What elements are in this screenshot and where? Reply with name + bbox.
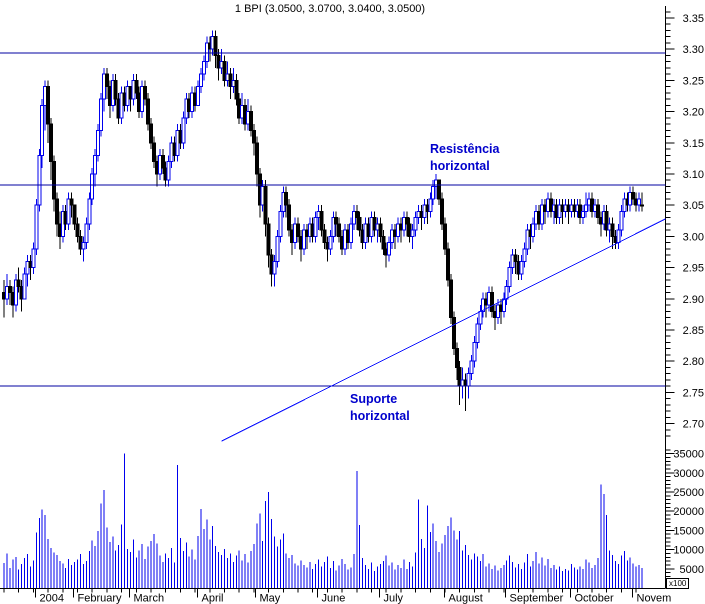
price-tick-label: 3.10 — [683, 169, 704, 181]
price-tick-label: 3.05 — [683, 200, 704, 212]
volume-tick-label: 10000 — [673, 545, 704, 557]
month-label: February — [78, 593, 123, 604]
axes: 3.35 3.30 3.25 3.20 3.15 3.10 3.05 3.00 2.95 2.90… — [0, 6, 704, 604]
price-tick-label: 3.00 — [683, 231, 704, 243]
month-label: May — [260, 593, 281, 604]
price-tick-label: 2.75 — [683, 387, 704, 399]
volume-tick-label: 25000 — [673, 487, 704, 499]
month-label: September — [510, 593, 564, 604]
month-label: October — [575, 593, 614, 604]
support-annotation: Suporte horizontal — [350, 391, 410, 425]
month-label: March — [134, 593, 165, 604]
price-tick-label: 3.30 — [683, 44, 704, 56]
price-tick-label: 3.35 — [683, 13, 704, 25]
trend-and-sr-lines — [0, 52, 666, 442]
price-tick-label: 3.25 — [683, 75, 704, 87]
volume-tick-label: 35000 — [673, 449, 704, 461]
resistance-annotation: Resistência horizontal — [430, 141, 499, 175]
price-tick-label: 3.15 — [683, 138, 704, 150]
price-tick-label: 3.20 — [683, 107, 704, 119]
price-tick-label: 2.70 — [683, 419, 704, 431]
resistance-annotation-line2: horizontal — [430, 159, 490, 173]
price-tick-label: 2.95 — [683, 263, 704, 275]
volume-bars — [3, 453, 643, 588]
month-label: June — [322, 593, 346, 604]
month-label: Novem — [637, 593, 672, 604]
month-label: 2004 — [40, 593, 64, 604]
support-annotation-line2: horizontal — [350, 409, 410, 423]
month-label: April — [202, 593, 224, 604]
chart-title: 1 BPI (3.0500, 3.0700, 3.0400, 3.0500) — [234, 3, 426, 15]
volume-multiplier-badge: x100 — [666, 578, 690, 589]
support-annotation-line1: Suporte — [350, 392, 398, 406]
price-tick-label: 2.85 — [683, 325, 704, 337]
price-tick-label: 2.80 — [683, 356, 704, 368]
volume-tick-label: 30000 — [673, 468, 704, 480]
month-label: August — [449, 593, 483, 604]
resistance-annotation-line1: Resistência — [430, 142, 500, 156]
candlesticks — [2, 30, 644, 412]
volume-tick-label: 20000 — [673, 506, 704, 518]
volume-tick-label: 15000 — [673, 525, 704, 537]
volume-tick-label: 5000 — [680, 564, 704, 576]
month-label: July — [384, 593, 404, 604]
price-tick-label: 2.90 — [683, 294, 704, 306]
